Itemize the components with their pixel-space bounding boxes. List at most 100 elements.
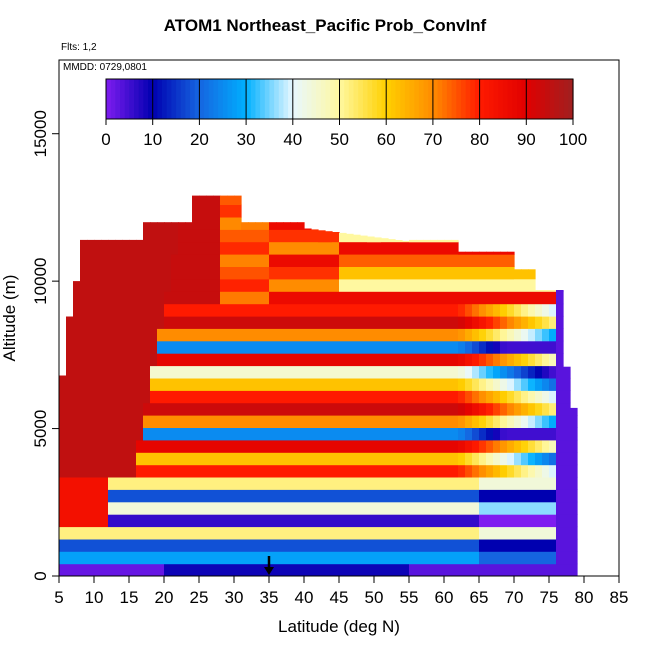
- heatmap-cell: [416, 526, 424, 540]
- heatmap-cell: [444, 278, 452, 292]
- heatmap-cell: [528, 464, 536, 478]
- heatmap-cell: [283, 427, 291, 441]
- heatmap-cell: [276, 390, 284, 404]
- heatmap-cell: [360, 235, 368, 243]
- heatmap-cell: [185, 377, 193, 391]
- heatmap-cell: [451, 239, 459, 243]
- heatmap-cell: [332, 266, 340, 280]
- heatmap-cell: [283, 291, 291, 305]
- heatmap-cell: [395, 476, 403, 490]
- heatmap-cell: [206, 241, 214, 255]
- heatmap-cell: [430, 254, 438, 267]
- heatmap-cell: [332, 241, 340, 255]
- heatmap-cell: [255, 303, 263, 317]
- heatmap-cell: [549, 427, 557, 441]
- heatmap-cell: [234, 538, 242, 552]
- colorbar-swatch: [143, 79, 149, 119]
- heatmap-cell: [143, 439, 151, 453]
- colorbar-swatch: [288, 79, 294, 119]
- heatmap-cell: [458, 353, 466, 367]
- heatmap-cell: [402, 415, 410, 428]
- heatmap-cell: [549, 551, 557, 565]
- heatmap-cell: [129, 278, 137, 292]
- heatmap-cell: [66, 514, 74, 528]
- heatmap-cell: [444, 291, 452, 305]
- heatmap-cell: [381, 501, 389, 515]
- heatmap-cell: [276, 229, 284, 243]
- heatmap-cell: [346, 353, 354, 367]
- heatmap-cell: [332, 563, 340, 576]
- heatmap-cell: [563, 439, 571, 453]
- heatmap-cell: [213, 303, 221, 317]
- heatmap-cell: [374, 501, 382, 515]
- heatmap-cell: [157, 489, 165, 503]
- heatmap-cell: [94, 526, 102, 540]
- heatmap-cell: [143, 377, 151, 391]
- heatmap-cell: [255, 538, 263, 552]
- heatmap-cell: [199, 439, 207, 453]
- heatmap-cell: [479, 328, 487, 342]
- heatmap-cell: [346, 241, 354, 255]
- heatmap-cell: [220, 377, 228, 391]
- heatmap-cell: [549, 452, 557, 466]
- heatmap-cell: [479, 254, 487, 267]
- heatmap-cell: [234, 526, 242, 540]
- heatmap-cell: [94, 402, 102, 416]
- heatmap-cell: [360, 365, 368, 379]
- heatmap-cell: [199, 195, 207, 205]
- heatmap-cell: [206, 328, 214, 342]
- heatmap-cell: [556, 365, 564, 379]
- heatmap-cell: [353, 340, 361, 354]
- colorbar-swatch: [199, 79, 205, 119]
- heatmap-cell: [332, 452, 340, 466]
- heatmap-cell: [465, 377, 473, 391]
- heatmap-cell: [255, 514, 263, 528]
- heatmap-cell: [171, 464, 179, 478]
- heatmap-cell: [472, 415, 480, 428]
- heatmap-cell: [122, 551, 130, 565]
- heatmap-cell: [73, 281, 81, 292]
- heatmap-cell: [332, 551, 340, 565]
- heatmap-cell: [101, 551, 109, 565]
- heatmap-cell: [451, 353, 459, 367]
- heatmap-cell: [465, 365, 473, 379]
- heatmap-cell: [332, 303, 340, 317]
- heatmap-cell: [346, 526, 354, 540]
- heatmap-cell: [122, 291, 130, 305]
- heatmap-cell: [108, 315, 116, 329]
- heatmap-cell: [227, 195, 235, 205]
- heatmap-cell: [465, 291, 473, 305]
- heatmap-cell: [339, 452, 347, 466]
- heatmap-cell: [318, 303, 326, 317]
- heatmap-cell: [73, 377, 81, 391]
- heatmap-cell: [493, 353, 501, 367]
- heatmap-cell: [444, 439, 452, 453]
- heatmap-cell: [269, 538, 277, 552]
- heatmap-cell: [472, 266, 480, 280]
- heatmap-cell: [171, 315, 179, 329]
- heatmap-cell: [458, 526, 466, 540]
- heatmap-cell: [157, 402, 165, 416]
- heatmap-cell: [395, 452, 403, 466]
- heatmap-cell: [318, 476, 326, 490]
- heatmap-cell: [444, 266, 452, 280]
- heatmap-cell: [332, 476, 340, 490]
- heatmap-cell: [416, 365, 424, 379]
- heatmap-cell: [402, 489, 410, 503]
- heatmap-cell: [318, 340, 326, 354]
- heatmap-cell: [122, 476, 130, 490]
- heatmap-cell: [339, 526, 347, 540]
- heatmap-cell: [220, 427, 228, 441]
- heatmap-cell: [108, 239, 116, 243]
- heatmap-cell: [150, 526, 158, 540]
- heatmap-cell: [507, 415, 515, 428]
- heatmap-cell: [472, 402, 480, 416]
- heatmap-cell: [80, 538, 88, 552]
- heatmap-cell: [535, 476, 543, 490]
- heatmap-cell: [157, 229, 165, 243]
- heatmap-cell: [255, 390, 263, 404]
- heatmap-cell: [374, 415, 382, 428]
- heatmap-cell: [269, 489, 277, 503]
- heatmap-cell: [66, 489, 74, 503]
